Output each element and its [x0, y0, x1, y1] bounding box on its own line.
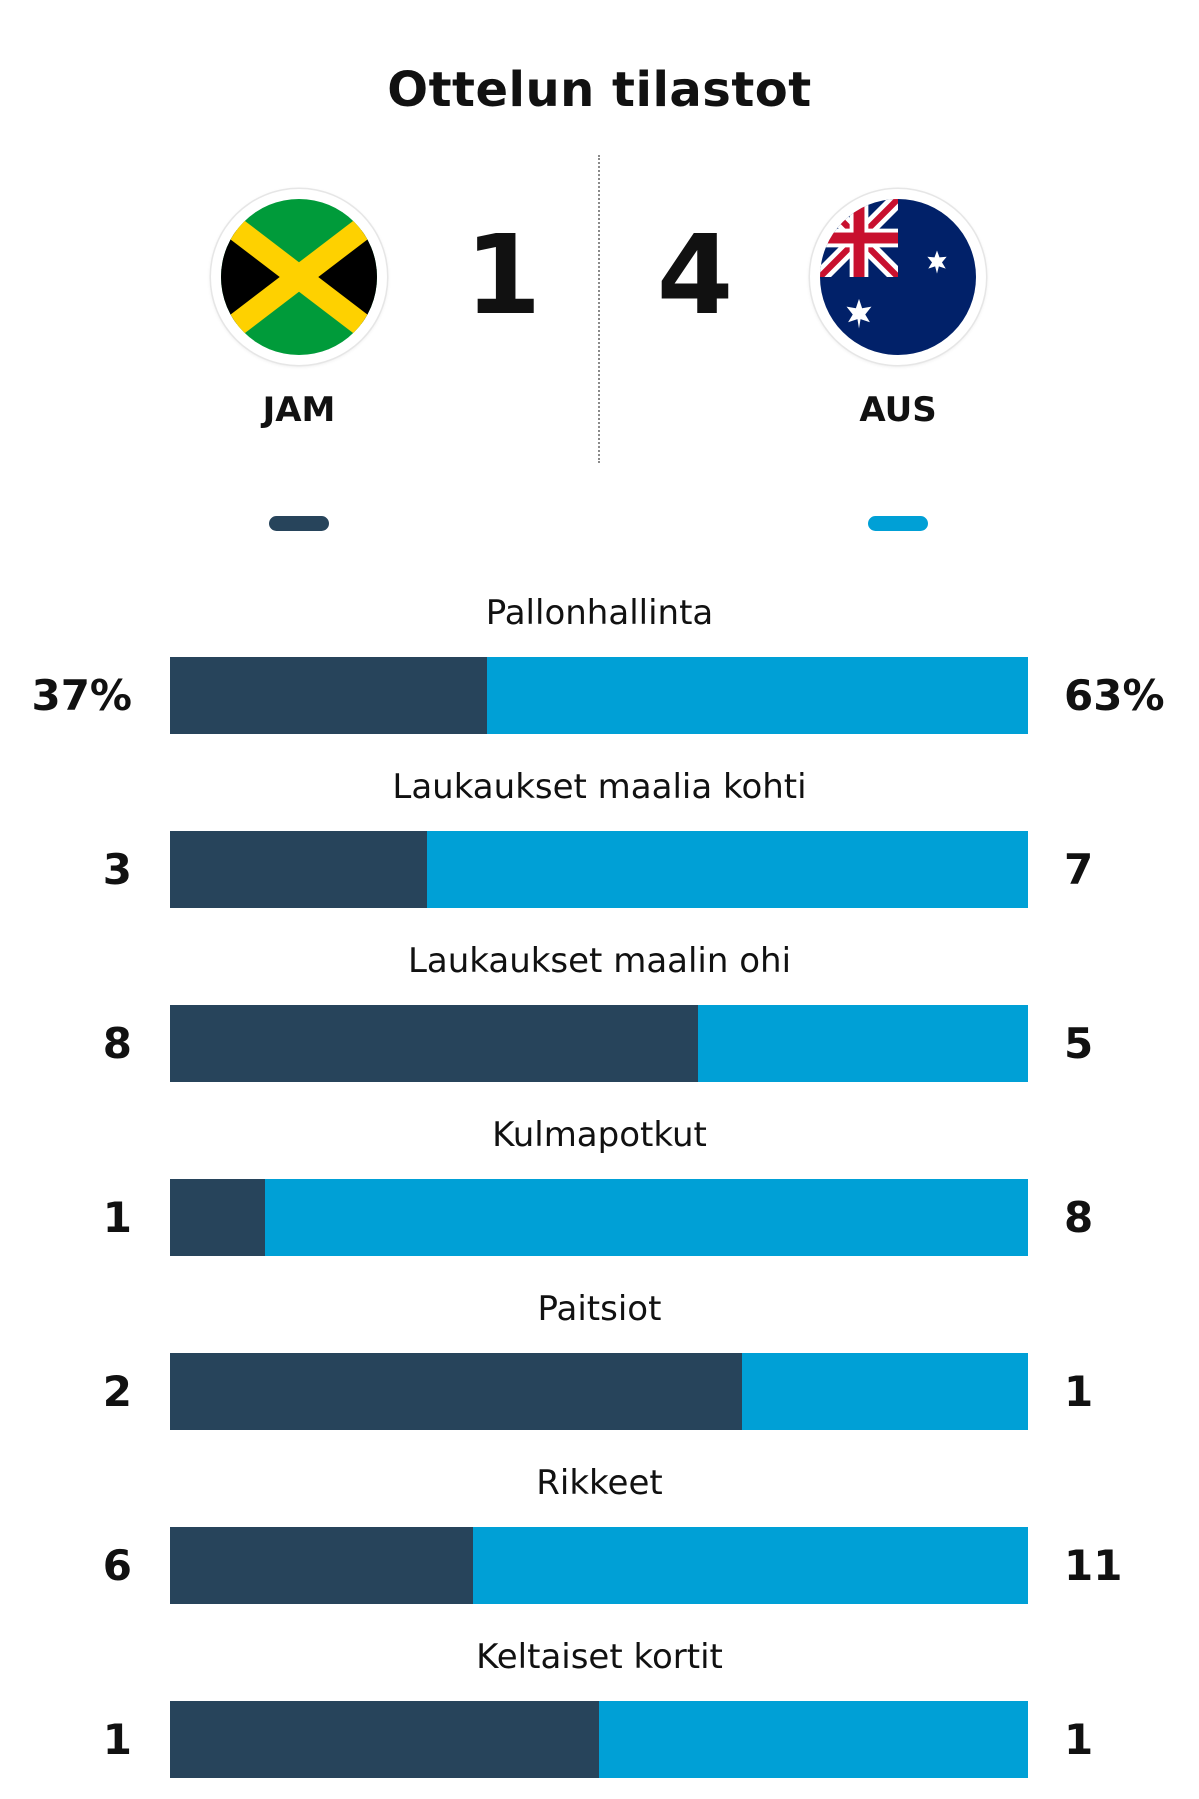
stat-label: Laukaukset maalia kohti [392, 767, 807, 807]
away-stat-value: 7 [1064, 845, 1094, 894]
stat-label: Kulmapotkut [492, 1115, 707, 1155]
home-stat-value: 3 [102, 845, 132, 894]
away-bar-segment [741, 1353, 1028, 1430]
away-bar-segment [698, 1005, 1028, 1082]
home-bar-segment [170, 1353, 742, 1430]
away-stat-value: 1 [1064, 1715, 1094, 1764]
home-bar-segment [170, 1701, 599, 1778]
away-team-abbr: AUS [859, 390, 937, 430]
stat-label: Laukaukset maalin ohi [407, 941, 792, 981]
stat-bar [170, 1353, 1028, 1430]
home-stat-value: 6 [102, 1541, 132, 1590]
score-divider [598, 155, 600, 463]
home-bar-segment [170, 657, 488, 734]
away-bar-segment [265, 1179, 1028, 1256]
stat-bar [170, 1179, 1028, 1256]
away-score: 4 [656, 211, 734, 339]
home-bar-segment [170, 1005, 698, 1082]
home-bar-segment [170, 831, 428, 908]
home-stat-value: 1 [102, 1193, 132, 1242]
stat-bar [170, 831, 1028, 908]
page-title: Ottelun tilastot [387, 62, 812, 118]
home-color-indicator [269, 516, 329, 531]
away-bar-segment [472, 1527, 1028, 1604]
australia-flag-icon [810, 189, 986, 365]
away-stat-value: 63% [1064, 671, 1165, 720]
stat-bar [170, 1005, 1028, 1082]
stat-label: Keltaiset kortit [476, 1637, 723, 1677]
stat-label: Paitsiot [537, 1289, 662, 1329]
home-stat-value: 2 [102, 1367, 132, 1416]
away-bar-segment [427, 831, 1028, 908]
stat-bar [170, 657, 1028, 734]
away-stat-value: 11 [1064, 1541, 1123, 1590]
away-stat-value: 1 [1064, 1367, 1094, 1416]
jamaica-flag-icon [211, 189, 387, 365]
stat-label: Pallonhallinta [485, 593, 714, 633]
away-bar-segment [599, 1701, 1028, 1778]
home-stat-value: 8 [102, 1019, 132, 1068]
stat-bar [170, 1527, 1028, 1604]
away-color-indicator [868, 516, 928, 531]
away-stat-value: 5 [1064, 1019, 1094, 1068]
home-bar-segment [170, 1527, 473, 1604]
home-bar-segment [170, 1179, 266, 1256]
home-score: 1 [464, 211, 542, 339]
away-stat-value: 8 [1064, 1193, 1094, 1242]
stat-bar [170, 1701, 1028, 1778]
home-stat-value: 37% [31, 671, 132, 720]
home-stat-value: 1 [102, 1715, 132, 1764]
stat-label: Rikkeet [536, 1463, 663, 1503]
home-team-abbr: JAM [262, 390, 336, 430]
away-bar-segment [487, 657, 1028, 734]
